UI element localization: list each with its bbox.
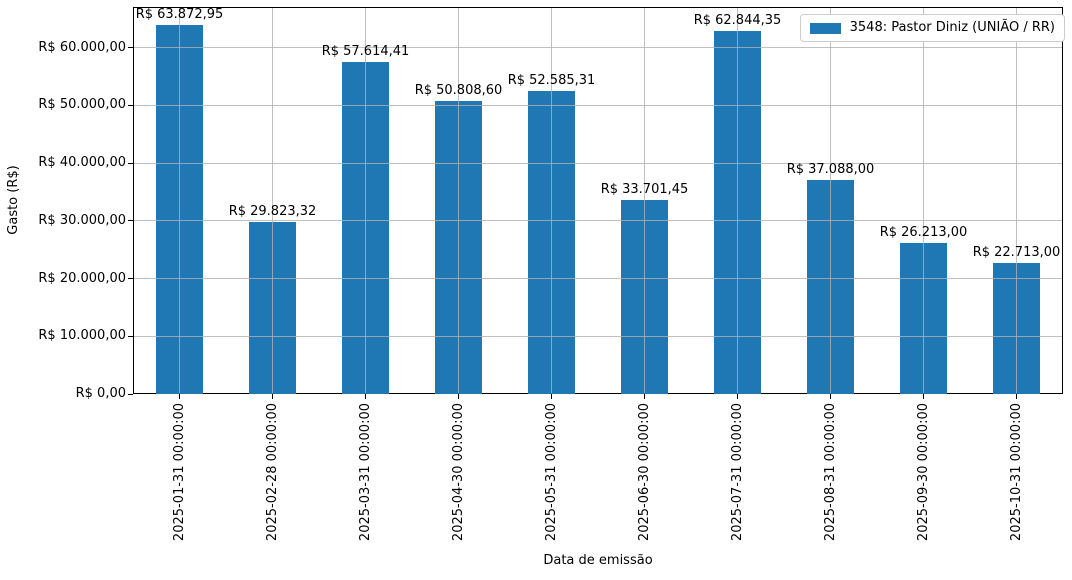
x-tick: [551, 394, 552, 399]
bar-value-label: R$ 63.872,95: [135, 7, 224, 23]
v-gridline: [365, 8, 366, 393]
y-tick-label: R$ 40.000,00: [38, 155, 126, 171]
x-tick: [179, 394, 180, 399]
y-tick: [128, 278, 133, 280]
x-tick: [923, 394, 924, 399]
v-gridline: [1016, 8, 1017, 393]
bar-value-label: R$ 62.844,35: [693, 13, 782, 29]
bar-value-label: R$ 52.585,31: [507, 72, 596, 88]
legend: 3548: Pastor Diniz (UNIÃO / RR): [799, 14, 1065, 42]
y-tick: [128, 393, 133, 395]
y-tick: [128, 220, 133, 222]
legend-swatch-icon: [809, 22, 841, 34]
v-gridline: [179, 8, 180, 393]
y-tick-label: R$ 50.000,00: [38, 97, 126, 113]
x-tick-label: 2025-07-31 00:00:00: [729, 403, 745, 542]
x-tick-label: 2025-04-30 00:00:00: [450, 403, 466, 542]
v-gridline: [923, 8, 924, 393]
x-tick-label: 2025-03-31 00:00:00: [357, 403, 373, 542]
y-tick-label: R$ 20.000,00: [38, 270, 126, 286]
bar-value-label: R$ 57.614,41: [321, 43, 410, 59]
x-tick-label: 2025-05-31 00:00:00: [543, 403, 559, 542]
y-tick-label: R$ 0,00: [75, 386, 126, 401]
v-gridline: [272, 8, 273, 393]
bar-value-label: R$ 22.713,00: [972, 244, 1061, 260]
x-tick: [644, 394, 645, 399]
x-tick-label: 2025-08-31 00:00:00: [822, 403, 838, 542]
v-gridline: [830, 8, 831, 393]
y-tick: [128, 104, 133, 106]
v-gridline: [458, 8, 459, 393]
h-gridline: [134, 162, 1062, 164]
v-gridline: [551, 8, 552, 393]
x-tick: [365, 394, 366, 399]
y-tick-label: R$ 30.000,00: [38, 212, 126, 228]
x-tick-label: 2025-01-31 00:00:00: [171, 403, 187, 542]
y-tick: [128, 335, 133, 337]
y-tick: [128, 162, 133, 164]
h-gridline: [134, 47, 1062, 49]
h-gridline: [134, 278, 1062, 280]
x-tick-label: 2025-09-30 00:00:00: [915, 403, 931, 542]
x-tick-label: 2025-06-30 00:00:00: [636, 403, 652, 542]
x-tick: [830, 394, 831, 399]
h-gridline: [134, 104, 1062, 106]
x-tick-label: 2025-02-28 00:00:00: [264, 403, 280, 542]
x-tick: [272, 394, 273, 399]
x-tick: [737, 394, 738, 399]
h-gridline: [134, 335, 1062, 337]
y-tick-label: R$ 60.000,00: [38, 39, 126, 55]
v-gridline: [737, 8, 738, 393]
bar-value-label: R$ 26.213,00: [879, 224, 968, 240]
y-tick: [128, 47, 133, 49]
h-gridline: [134, 220, 1062, 222]
bar-value-label: R$ 37.088,00: [786, 161, 875, 177]
x-tick: [458, 394, 459, 399]
bar-value-label: R$ 33.701,45: [600, 181, 689, 197]
x-tick-label: 2025-10-31 00:00:00: [1008, 403, 1024, 542]
x-axis-title: Data de emissão: [543, 553, 653, 568]
v-gridline: [644, 8, 645, 393]
x-tick: [1016, 394, 1017, 399]
bar-value-label: R$ 29.823,32: [228, 203, 317, 219]
legend-label: 3548: Pastor Diniz (UNIÃO / RR): [849, 20, 1055, 35]
y-tick-label: R$ 10.000,00: [38, 328, 126, 344]
bar-value-label: R$ 50.808,60: [414, 82, 503, 98]
